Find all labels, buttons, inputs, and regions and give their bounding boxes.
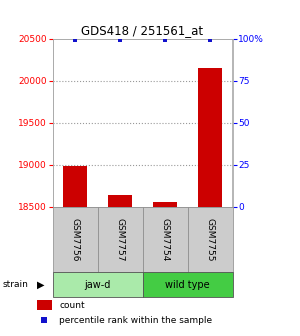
Bar (63, 166, 87, 207)
Text: wild type: wild type (165, 280, 210, 290)
Text: ▶: ▶ (37, 280, 44, 290)
Bar (142, 272, 232, 297)
Bar (142, 207, 188, 272)
Text: GSM7756: GSM7756 (70, 218, 80, 261)
Bar (52, 272, 142, 297)
Text: GSM7754: GSM7754 (160, 218, 169, 261)
Text: GSM7755: GSM7755 (206, 218, 214, 261)
Bar (108, 195, 132, 207)
Text: GSM7757: GSM7757 (116, 218, 124, 261)
Bar (38, 300, 52, 310)
Text: jaw-d: jaw-d (84, 280, 111, 290)
Bar (198, 68, 222, 207)
Text: percentile rank within the sample: percentile rank within the sample (59, 316, 212, 325)
Bar (153, 202, 177, 207)
Bar (188, 207, 232, 272)
Text: strain: strain (3, 280, 29, 289)
Bar (52, 207, 98, 272)
Title: GDS418 / 251561_at: GDS418 / 251561_at (81, 25, 204, 38)
Bar (98, 207, 142, 272)
Text: count: count (59, 301, 85, 310)
